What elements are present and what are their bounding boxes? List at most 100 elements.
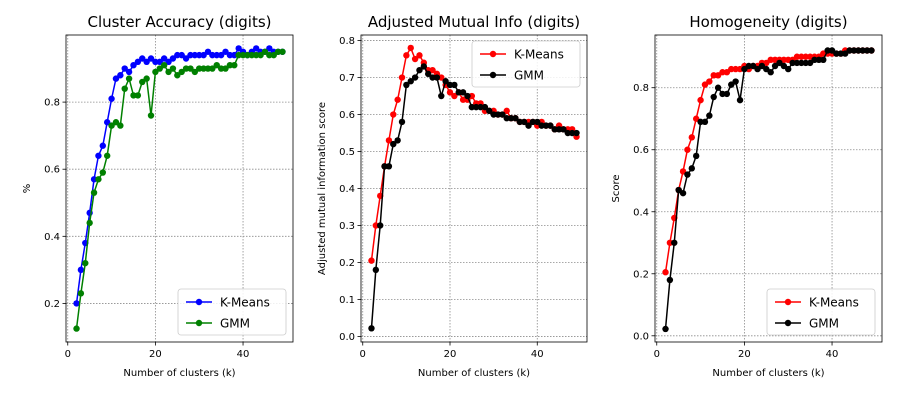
y-tick-label: 0.6: [44, 165, 60, 176]
data-point: [547, 122, 554, 129]
y-axis-label: %: [22, 184, 33, 194]
data-point: [525, 122, 532, 129]
data-point: [160, 55, 168, 62]
data-point: [802, 59, 809, 67]
data-point: [248, 51, 256, 59]
data-point: [736, 96, 744, 104]
y-tick-label: 0.2: [339, 258, 355, 269]
data-point: [666, 239, 674, 246]
data-point: [710, 93, 717, 101]
data-point: [433, 74, 441, 81]
y-tick-label: 0.1: [339, 295, 355, 306]
data-point: [99, 142, 107, 149]
y-tick-label: 0.2: [44, 299, 60, 310]
data-point: [182, 55, 190, 62]
legend-swatch-marker: [489, 50, 497, 58]
data-point: [147, 55, 155, 62]
legend-label: K-Means: [809, 296, 859, 310]
data-point: [451, 92, 458, 100]
data-point: [231, 61, 238, 69]
data-point: [204, 48, 212, 55]
data-point: [217, 65, 225, 72]
data-point: [108, 95, 115, 102]
data-point: [261, 48, 269, 55]
data-point: [217, 51, 225, 59]
data-point: [152, 58, 159, 66]
data-point: [684, 171, 691, 178]
data-point: [692, 152, 700, 160]
x-tick-label: 40: [826, 349, 839, 360]
legend-swatch-marker: [784, 319, 792, 327]
x-axis-label: Number of clusters (k): [418, 368, 530, 379]
chart-title: Cluster Accuracy (digits): [87, 13, 271, 31]
data-point: [385, 137, 393, 144]
data-point: [560, 126, 567, 133]
y-tick-label: 0.4: [339, 184, 355, 195]
data-point: [139, 78, 146, 86]
data-point: [266, 51, 273, 59]
data-point: [820, 56, 827, 64]
y-tick-label: 0.3: [339, 221, 355, 232]
data-point: [732, 65, 739, 73]
data-point: [407, 44, 414, 52]
data-point: [855, 47, 862, 54]
data-point: [90, 189, 98, 196]
data-point: [222, 65, 229, 72]
data-point: [187, 65, 194, 72]
y-tick-label: 0.7: [339, 73, 355, 84]
data-point: [767, 56, 774, 64]
data-point: [169, 55, 177, 62]
data-point: [213, 51, 220, 59]
y-tick-label: 0.8: [44, 98, 60, 109]
x-tick-label: 0: [360, 349, 366, 360]
data-point: [534, 118, 541, 126]
data-point: [850, 47, 858, 54]
data-point: [837, 50, 845, 57]
data-point: [385, 163, 393, 170]
x-tick-label: 20: [738, 349, 751, 360]
data-point: [139, 55, 146, 62]
data-point: [368, 257, 375, 264]
data-point: [815, 56, 823, 64]
data-point: [446, 89, 454, 96]
data-point: [785, 65, 792, 73]
chart-2: 0 20 40 0.0 0.1 0.2 0.3 0.4 0.5 0.6 0.7 0.8 Adjusted…: [317, 13, 588, 379]
data-point: [121, 85, 128, 92]
data-point: [424, 70, 432, 78]
data-point: [196, 65, 203, 72]
data-point: [134, 58, 142, 66]
data-point: [134, 92, 142, 99]
data-point: [697, 96, 704, 104]
data-point: [833, 50, 840, 57]
data-point: [117, 72, 124, 79]
data-point: [688, 165, 696, 172]
y-axis-label: Adjusted mutual information score: [317, 102, 328, 275]
data-point: [200, 51, 207, 59]
data-point: [204, 65, 212, 72]
data-point: [235, 51, 242, 59]
data-point: [95, 176, 102, 183]
legend-swatch-marker: [195, 298, 203, 306]
data-point: [394, 137, 401, 144]
data-point: [846, 47, 853, 54]
data-point: [719, 90, 726, 98]
data-point: [464, 92, 471, 100]
data-point: [368, 325, 375, 332]
data-point: [789, 59, 796, 67]
data-point: [503, 107, 510, 115]
y-tick-label: 0.0: [633, 331, 649, 342]
data-point: [147, 112, 155, 119]
data-point: [90, 176, 98, 183]
data-point: [239, 51, 247, 59]
data-point: [143, 58, 150, 66]
data-point: [274, 48, 282, 55]
data-point: [121, 65, 128, 72]
data-point: [662, 325, 669, 333]
data-point: [499, 111, 506, 118]
data-point: [398, 118, 406, 126]
x-axis-label: Number of clusters (k): [712, 368, 824, 379]
data-point: [745, 62, 752, 70]
data-point: [481, 103, 489, 111]
data-point: [169, 65, 177, 72]
